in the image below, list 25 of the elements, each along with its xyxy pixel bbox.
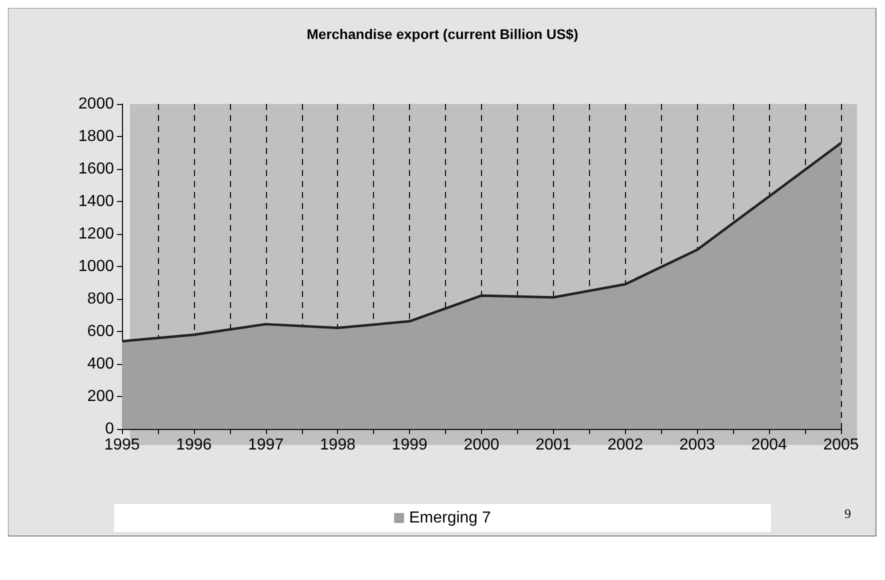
x-tick-label: 1999 <box>392 436 428 454</box>
x-tick-label: 2000 <box>464 436 500 454</box>
y-tick-label: 2000 <box>78 96 114 112</box>
y-tick-label: 1600 <box>78 160 114 178</box>
y-tick-label: 1000 <box>78 258 114 275</box>
y-tick-label: 400 <box>87 356 114 372</box>
y-tick-label: 1400 <box>78 193 114 210</box>
y-tick-label: 1800 <box>78 128 114 145</box>
x-tick-label: 2002 <box>608 436 644 454</box>
chart-title: Merchandise export (current Billion US$) <box>306 26 578 42</box>
y-tick-label: 1200 <box>78 226 114 242</box>
legend-label: Emerging 7 <box>409 510 492 526</box>
y-tick-label: 200 <box>87 388 114 405</box>
x-tick-label: 1998 <box>320 436 356 454</box>
y-tick-label: 0 <box>105 420 114 438</box>
x-tick-label: 1995 <box>104 436 140 454</box>
x-tick-label: 1996 <box>176 436 212 454</box>
y-tick-label: 800 <box>87 290 114 308</box>
y-tick-label: 600 <box>87 323 114 340</box>
x-tick-label: 2003 <box>679 436 716 454</box>
x-tick-label: 1997 <box>248 436 284 454</box>
x-tick-label: 2001 <box>536 436 572 454</box>
text: 9 <box>844 506 851 521</box>
x-tick-label: 2004 <box>751 436 787 454</box>
x-tick-label: 2005 <box>823 436 859 454</box>
